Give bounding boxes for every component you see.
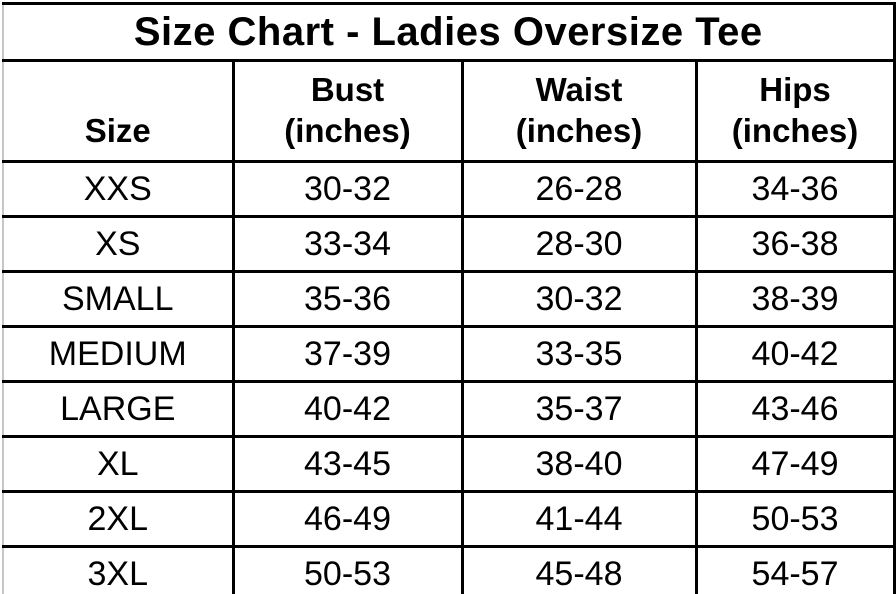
column-header-hips: Hips (inches) <box>694 59 896 163</box>
size-cell: LARGE <box>2 380 235 438</box>
size-cell: SMALL <box>2 270 235 328</box>
column-header-hips-unit: (inches) <box>731 112 859 150</box>
column-header-waist-label: Waist <box>535 71 623 109</box>
waist-cell: 33-35 <box>460 325 698 383</box>
column-header-waist-unit: (inches) <box>515 112 643 150</box>
bust-cell: 33-34 <box>231 215 464 273</box>
size-cell: MEDIUM <box>2 325 235 383</box>
waist-cell: 38-40 <box>460 435 698 493</box>
column-header-size-label: Size <box>84 112 151 150</box>
table-row-large: LARGE 40-42 35-37 43-46 <box>2 380 896 438</box>
bust-cell: 35-36 <box>231 270 464 328</box>
column-header-waist: Waist (inches) <box>460 59 698 163</box>
waist-cell: 45-48 <box>460 545 698 594</box>
title-row: Size Chart - Ladies Oversize Tee <box>1 2 896 62</box>
column-header-bust: Bust (inches) <box>231 59 464 163</box>
bust-cell: 40-42 <box>231 380 464 438</box>
waist-cell: 30-32 <box>460 270 698 328</box>
column-header-bust-unit: (inches) <box>284 112 411 150</box>
table-row-medium: MEDIUM 37-39 33-35 40-42 <box>2 325 896 383</box>
hips-cell: 54-57 <box>694 545 896 594</box>
waist-cell: 41-44 <box>460 490 698 548</box>
bust-cell: 50-53 <box>231 545 464 594</box>
bust-cell: 30-32 <box>231 160 464 218</box>
column-header-size: Size <box>2 59 235 163</box>
bust-cell: 46-49 <box>231 490 464 548</box>
size-cell: XL <box>2 435 235 493</box>
hips-cell: 43-46 <box>694 380 896 438</box>
hips-cell: 47-49 <box>694 435 896 493</box>
size-cell: XS <box>2 215 235 273</box>
hips-cell: 34-36 <box>694 160 896 218</box>
bust-cell: 37-39 <box>231 325 464 383</box>
column-header-hips-label: Hips <box>759 71 831 109</box>
hips-cell: 40-42 <box>694 325 896 383</box>
header-row: Size Bust (inches) Waist (inches) Hips (… <box>2 59 896 163</box>
size-cell: 3XL <box>2 545 235 594</box>
table-row-xs: XS 33-34 28-30 36-38 <box>2 215 896 273</box>
hips-cell: 50-53 <box>694 490 896 548</box>
page-title: Size Chart - Ladies Oversize Tee <box>1 2 896 62</box>
column-header-bust-label: Bust <box>310 71 385 109</box>
size-cell: 2XL <box>2 490 235 548</box>
table-row-3xl: 3XL 50-53 45-48 54-57 <box>2 545 896 594</box>
waist-cell: 28-30 <box>460 215 698 273</box>
table-row-2xl: 2XL 46-49 41-44 50-53 <box>2 490 896 548</box>
hips-cell: 36-38 <box>694 215 896 273</box>
hips-cell: 38-39 <box>694 270 896 328</box>
bust-cell: 43-45 <box>231 435 464 493</box>
waist-cell: 35-37 <box>460 380 698 438</box>
size-cell: XXS <box>2 160 235 218</box>
table-row-xl: XL 43-45 38-40 47-49 <box>2 435 896 493</box>
waist-cell: 26-28 <box>460 160 698 218</box>
table-row-xxs: XXS 30-32 26-28 34-36 <box>2 160 896 218</box>
table-row-small: SMALL 35-36 30-32 38-39 <box>2 270 896 328</box>
